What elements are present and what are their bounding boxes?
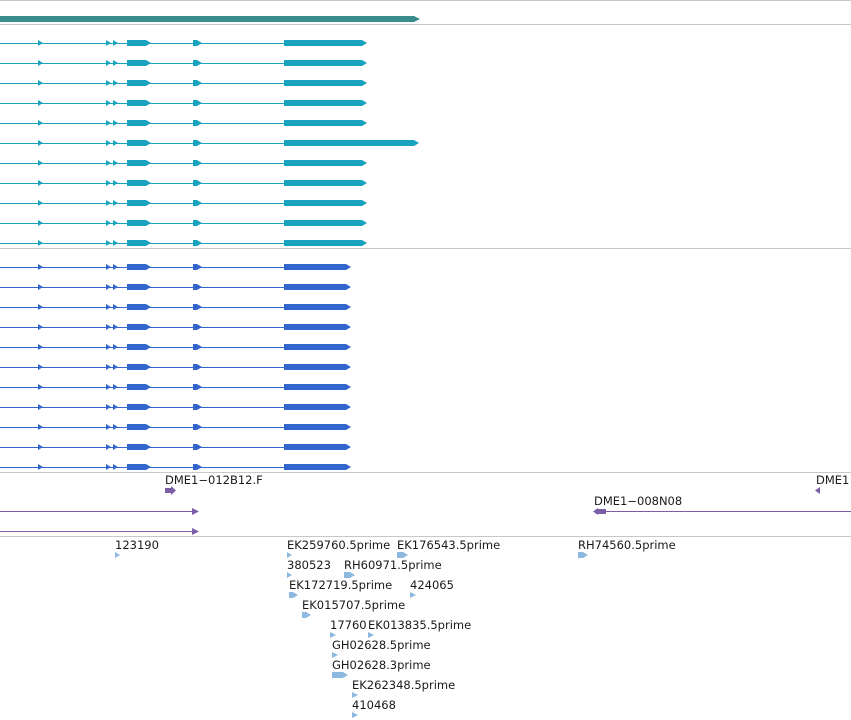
est-label: 424065 xyxy=(410,578,454,592)
transcript-row[interactable] xyxy=(0,444,351,450)
est-label: GH02628.3prime xyxy=(332,658,431,672)
clone-feature[interactable] xyxy=(815,487,820,494)
est-feature[interactable] xyxy=(330,632,336,638)
est-label: EK172719.5prime xyxy=(289,578,392,592)
transcript-row[interactable] xyxy=(0,240,367,246)
transcript-row[interactable] xyxy=(0,100,367,106)
transcript-row[interactable] xyxy=(0,80,367,86)
transcript-row[interactable] xyxy=(0,284,351,290)
clone-track: DME1−012B12.F DME1−008N08 DME1 xyxy=(0,473,851,535)
est-label: GH02628.5prime xyxy=(332,638,431,652)
est-label: EK262348.5prime xyxy=(352,678,455,692)
transcript-row[interactable] xyxy=(0,304,351,310)
transcript-row[interactable] xyxy=(0,120,367,126)
transcript-track-a xyxy=(0,40,419,246)
transcript-track-b xyxy=(0,264,351,470)
est-feature[interactable] xyxy=(578,552,588,558)
est-label: EK259760.5prime xyxy=(287,538,390,552)
est-label: EK176543.5prime xyxy=(397,538,500,552)
est-feature[interactable] xyxy=(397,552,408,558)
est-feature[interactable] xyxy=(352,712,358,718)
gene-model-top[interactable] xyxy=(0,16,420,22)
est-track: 123190 EK259760.5prime EK176543.5prime R… xyxy=(115,538,676,718)
clone-label: DME1−012B12.F xyxy=(165,473,263,487)
transcript-row[interactable] xyxy=(0,464,351,470)
transcript-row[interactable] xyxy=(0,40,367,46)
clone-label: DME1−008N08 xyxy=(594,494,682,508)
est-label: RH74560.5prime xyxy=(578,538,676,552)
transcript-row[interactable] xyxy=(0,344,351,350)
est-feature[interactable] xyxy=(287,552,292,558)
est-label: 17760 xyxy=(330,618,367,632)
transcript-row[interactable] xyxy=(0,60,367,66)
transcript-row[interactable] xyxy=(0,180,367,186)
est-feature[interactable] xyxy=(344,572,355,578)
est-feature[interactable] xyxy=(287,572,292,578)
transcript-row[interactable] xyxy=(0,384,351,390)
clone-feature[interactable] xyxy=(593,508,851,515)
est-feature[interactable] xyxy=(332,652,338,658)
est-feature[interactable] xyxy=(289,592,298,598)
est-feature[interactable] xyxy=(115,552,120,558)
transcript-row[interactable] xyxy=(0,324,351,330)
est-label: EK015707.5prime xyxy=(302,598,405,612)
clone-feature[interactable] xyxy=(0,508,199,515)
transcript-row[interactable] xyxy=(0,160,367,166)
transcript-row[interactable] xyxy=(0,264,351,270)
clone-feature[interactable] xyxy=(165,486,176,495)
transcript-row[interactable] xyxy=(0,200,367,206)
est-label: 123190 xyxy=(115,538,159,552)
transcript-row[interactable] xyxy=(0,404,351,410)
transcript-row[interactable] xyxy=(0,140,419,146)
est-feature[interactable] xyxy=(368,632,374,638)
est-feature[interactable] xyxy=(410,592,416,598)
est-feature[interactable] xyxy=(352,692,358,698)
track-separators xyxy=(0,0,851,537)
transcript-row[interactable] xyxy=(0,424,351,430)
transcript-row[interactable] xyxy=(0,364,351,370)
clone-label: DME1 xyxy=(816,473,849,487)
est-label: 380523 xyxy=(287,558,331,572)
est-feature[interactable] xyxy=(302,612,311,618)
est-label: RH60971.5prime xyxy=(344,558,442,572)
est-feature[interactable] xyxy=(332,672,348,678)
transcript-row[interactable] xyxy=(0,220,367,226)
clone-feature[interactable] xyxy=(0,528,199,535)
est-label: 410468 xyxy=(352,698,396,712)
est-label: EK013835.5prime xyxy=(368,618,471,632)
